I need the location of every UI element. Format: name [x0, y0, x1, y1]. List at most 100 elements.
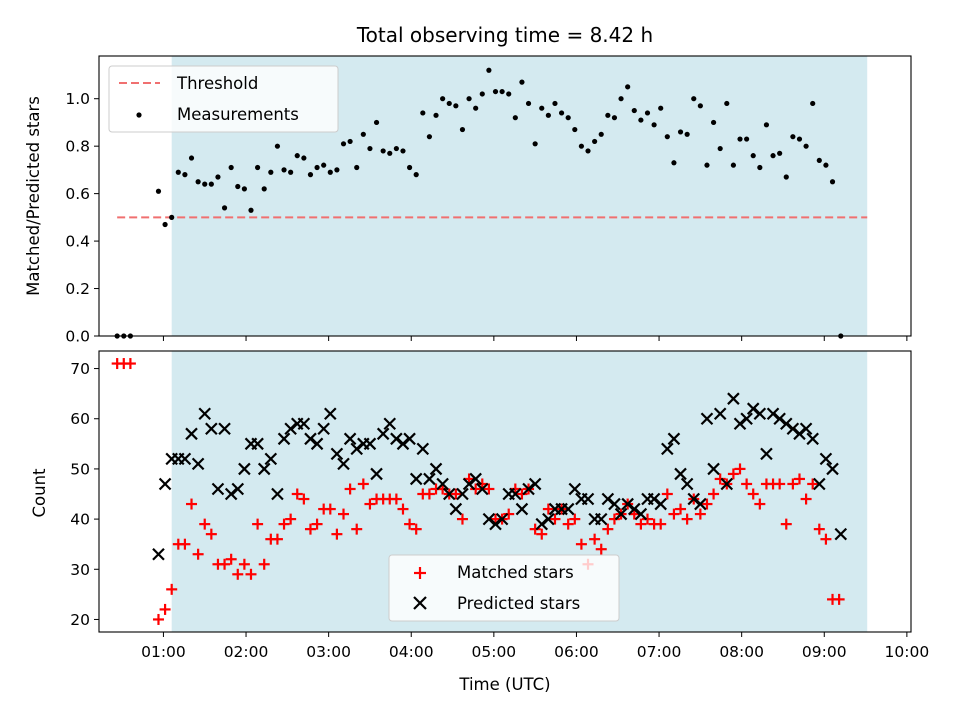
measurement-point [763, 122, 770, 128]
measurement-point [525, 100, 532, 107]
matched-star-point [278, 518, 290, 530]
measurement-point [512, 115, 518, 121]
predicted-star-point [495, 512, 509, 526]
matched-star-point [608, 513, 620, 525]
predicted-star-point [581, 492, 595, 506]
y-tick-label: 0.8 [65, 138, 90, 156]
x-tick-label: 05:00 [472, 643, 517, 661]
predicted-star-point [330, 447, 344, 461]
predicted-star-point [760, 447, 773, 461]
measurement-point [380, 148, 386, 154]
matched-star-point [271, 533, 283, 545]
predicted-star-point [317, 422, 330, 436]
predicted-star-point [522, 482, 535, 496]
matched-star-point [536, 528, 548, 540]
predicted-star-point [456, 487, 469, 501]
predicted-star-point [694, 497, 707, 511]
measurement-point [182, 172, 188, 178]
predicted-star-point [284, 422, 297, 436]
predicted-star-point [489, 517, 502, 531]
bottom-panel-frame [98, 350, 912, 633]
measurement-point [816, 157, 822, 164]
measurement-point [175, 169, 181, 175]
predicted-star-point [740, 412, 753, 426]
y-tick-label: 40 [70, 511, 90, 529]
matched-star-point [668, 508, 680, 520]
x-tick-label: 06:00 [554, 643, 599, 661]
measurement-point [268, 169, 274, 175]
matched-star-point [331, 528, 343, 540]
predicted-star-point [793, 427, 806, 441]
measurement-point [195, 179, 201, 185]
predicted-star-point [621, 497, 634, 511]
measurement-point [545, 112, 551, 118]
measurement-point [321, 162, 327, 168]
x-axis-title: Time (UTC) [458, 675, 550, 694]
matched-star-point [124, 358, 136, 370]
predicted-star-point [396, 437, 410, 451]
predicted-star-point [476, 482, 489, 496]
measurement-point [406, 164, 413, 171]
y-tick-label: 30 [70, 561, 90, 579]
measurement-point [803, 143, 809, 149]
measurement-point [598, 131, 604, 137]
matched-star-point [807, 478, 819, 490]
measurements-points [114, 67, 844, 339]
measurement-point [658, 105, 664, 111]
measurement-point [605, 112, 611, 118]
measurement-point [677, 129, 684, 135]
predicted-star-point [786, 422, 800, 436]
matched-star-point [727, 468, 739, 480]
measurement-point [730, 162, 737, 168]
predicted-star-point [720, 477, 734, 491]
matched-star-point [404, 518, 416, 530]
predicted-star-point [423, 472, 436, 486]
matched-star-point [298, 493, 310, 505]
matched-star-point [238, 558, 250, 570]
measurement-point [697, 103, 703, 109]
measurement-point [552, 100, 558, 107]
matched-star-point [800, 493, 812, 505]
predicted-star-point [324, 407, 337, 421]
predicted-star-point [205, 422, 218, 436]
matched-star-point [741, 478, 753, 490]
measurement-point [255, 164, 261, 171]
matched-star-point [364, 498, 376, 510]
measurement-point [691, 96, 697, 102]
measurement-point [387, 150, 393, 156]
measurement-point [235, 183, 241, 190]
top-y-axis-title: Matched/Predicted stars [24, 96, 43, 296]
predicted-star-point [158, 477, 172, 491]
matched-star-point [351, 523, 363, 535]
matched-star-point [734, 463, 746, 475]
predicted-star-point [667, 432, 681, 446]
predicted-star-point [469, 472, 482, 486]
matched-star-point [232, 568, 244, 580]
matched-star-point [199, 518, 211, 530]
matched-star-point [423, 488, 435, 500]
predicted-star-point [608, 497, 621, 511]
measurement-point [664, 134, 670, 140]
x-tick-label: 09:00 [802, 643, 847, 661]
predicted-star-point [713, 407, 727, 421]
matched-star-point [483, 483, 495, 495]
bottom-legend: Matched stars Predicted stars [388, 554, 620, 622]
matched-star-point [179, 538, 191, 550]
predicted-star-point [654, 497, 667, 511]
measurement-point [208, 181, 214, 187]
legend-measurements-swatch [136, 112, 142, 118]
measurement-point [565, 115, 571, 121]
matched-star-point [575, 538, 587, 550]
measurement-point [710, 119, 717, 126]
predicted-star-point [542, 512, 555, 526]
measurement-point [757, 164, 763, 171]
measurement-point [486, 67, 492, 73]
predicted-star-point [561, 502, 575, 516]
predicted-star-point [231, 482, 245, 496]
measurement-point [155, 188, 162, 194]
predicted-star-point [449, 502, 463, 516]
measurement-point [810, 100, 816, 107]
matched-star-point [166, 583, 178, 595]
legend-threshold-label: Threshold [176, 74, 258, 93]
